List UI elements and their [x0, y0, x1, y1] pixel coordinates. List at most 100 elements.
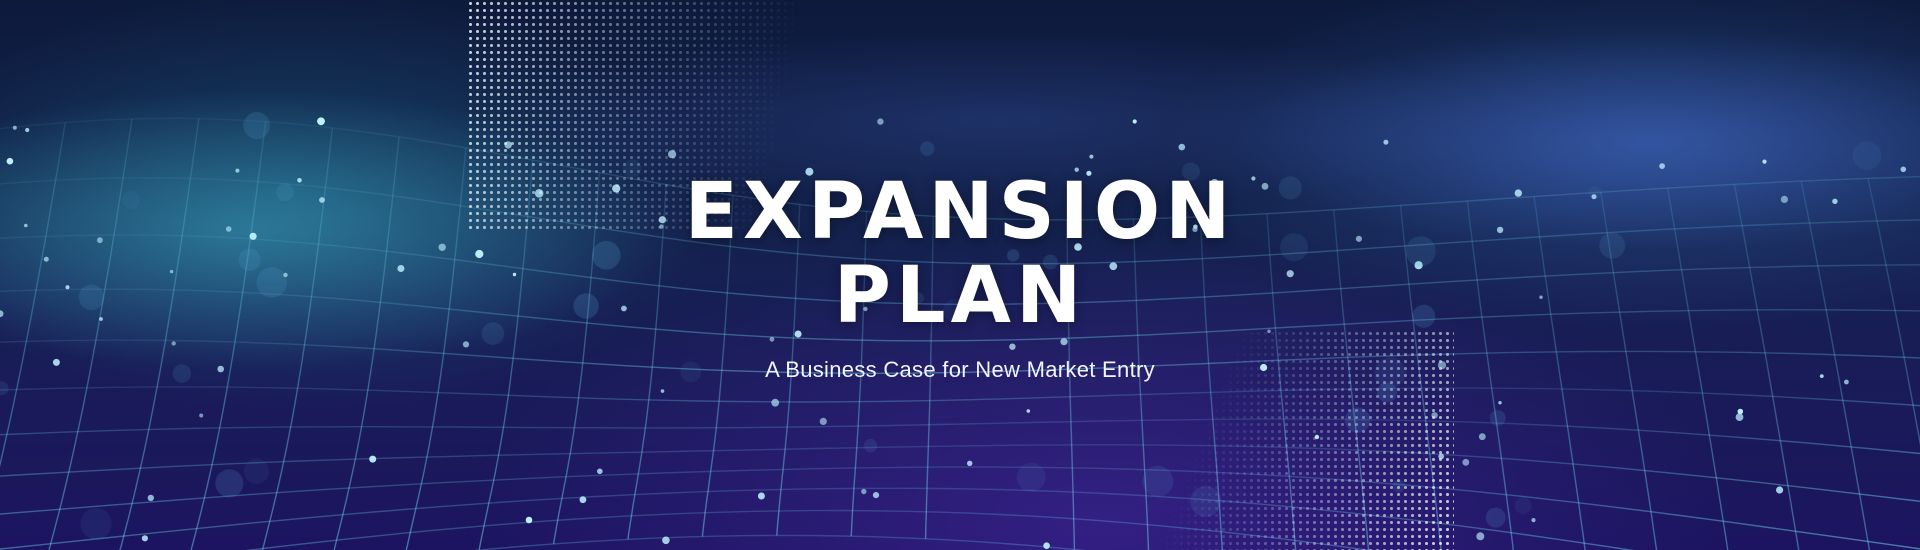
particle — [1178, 143, 1186, 151]
particle — [1776, 486, 1784, 494]
particle — [660, 389, 665, 393]
particle — [217, 365, 224, 373]
mesh-line — [850, 211, 868, 537]
particle — [199, 413, 204, 418]
particle — [1192, 226, 1198, 233]
particle — [1462, 458, 1470, 466]
particle — [1900, 166, 1907, 173]
particle — [238, 248, 261, 271]
particle — [757, 492, 765, 500]
particle — [1355, 235, 1362, 242]
particle — [147, 494, 154, 502]
mesh-line — [0, 444, 1920, 503]
particle — [911, 292, 924, 305]
particle — [243, 112, 271, 139]
particle — [1599, 232, 1626, 259]
mesh-line — [1466, 200, 1514, 550]
particle — [872, 492, 880, 499]
particle — [317, 117, 325, 126]
particle — [1280, 233, 1309, 262]
particle — [215, 469, 244, 498]
particle — [680, 361, 702, 383]
particle — [1819, 374, 1824, 378]
title-block: EXPANSION PLAN — [0, 170, 1920, 338]
particle — [122, 191, 141, 210]
mesh-line — [472, 534, 1088, 550]
particle — [12, 125, 17, 130]
particle — [1514, 189, 1523, 197]
particle — [1043, 542, 1050, 549]
particle — [249, 232, 257, 240]
particle — [256, 267, 287, 298]
mesh-line — [701, 195, 734, 537]
particle — [1089, 154, 1094, 159]
particle — [1132, 119, 1137, 124]
particle — [1478, 433, 1486, 441]
particle — [225, 226, 232, 232]
particle — [662, 536, 670, 545]
halftone-pattern-bottom — [1080, 330, 1454, 550]
particle — [1844, 379, 1849, 385]
particle — [1016, 462, 1046, 492]
particle — [769, 336, 775, 342]
particle — [171, 341, 176, 346]
mesh-line — [1600, 191, 1658, 550]
particle — [276, 183, 294, 201]
mesh-line — [190, 121, 267, 550]
mesh-line — [0, 122, 66, 468]
particle — [438, 243, 446, 251]
subtitle: A Business Case for New Market Entry — [765, 357, 1155, 382]
particle — [1074, 167, 1079, 172]
particle — [1086, 170, 1092, 176]
mesh-line — [1533, 196, 1586, 550]
mesh-line — [333, 136, 400, 550]
halftone-pattern-top — [467, 0, 987, 230]
particle — [78, 284, 105, 311]
particle — [771, 398, 780, 407]
particle — [794, 330, 802, 338]
particle — [1852, 141, 1882, 170]
particle — [0, 381, 9, 396]
particle — [0, 310, 4, 318]
particle — [1737, 408, 1744, 415]
particle — [172, 364, 192, 383]
mesh-line — [405, 147, 467, 550]
particle — [1210, 179, 1219, 187]
particle — [25, 127, 30, 133]
particle — [43, 256, 49, 262]
mesh-line — [0, 418, 1920, 455]
particle — [243, 458, 270, 484]
particle — [1762, 159, 1767, 164]
particle — [1042, 254, 1058, 270]
particle — [621, 305, 627, 312]
particle — [1251, 176, 1256, 181]
particle — [1278, 176, 1302, 200]
mesh-line — [1666, 187, 1729, 550]
particle — [1531, 518, 1536, 523]
particle — [1489, 410, 1506, 426]
particle — [1832, 198, 1838, 204]
particle — [283, 272, 288, 278]
particle — [1026, 409, 1031, 413]
particle — [1539, 295, 1543, 299]
particle — [573, 293, 599, 319]
particle — [462, 341, 470, 348]
particle — [942, 299, 966, 322]
particle — [80, 508, 112, 540]
mesh-line — [924, 216, 934, 539]
particle — [1780, 195, 1788, 203]
particle — [475, 249, 484, 259]
particle — [1109, 262, 1118, 271]
particle — [99, 317, 103, 321]
mesh-line — [776, 204, 801, 536]
particle — [592, 241, 621, 270]
mesh-line — [244, 509, 1372, 550]
particle — [297, 178, 302, 183]
particle — [1286, 270, 1294, 278]
particle — [525, 516, 533, 524]
particle — [863, 306, 868, 312]
particle — [97, 237, 103, 244]
particle — [1498, 401, 1502, 405]
particle — [169, 269, 174, 274]
